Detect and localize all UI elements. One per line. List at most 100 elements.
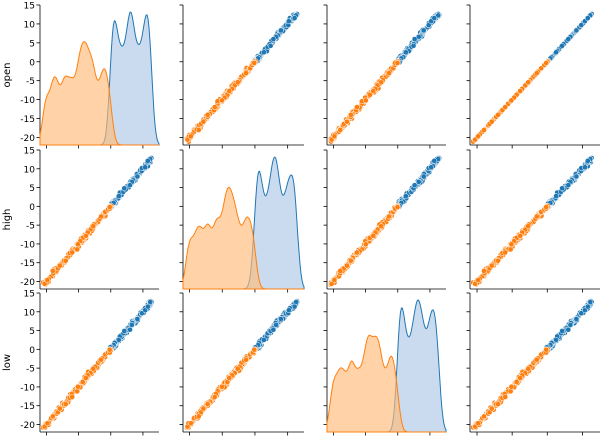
scatter-point (226, 88, 233, 94)
scatter-point (475, 277, 481, 283)
scatter-point (115, 193, 122, 199)
scatter-point (517, 88, 524, 94)
scatter-point (559, 328, 565, 334)
scatter-point (517, 232, 524, 239)
scatter-point (49, 413, 56, 420)
scatter-point (243, 70, 249, 77)
scatter-point (525, 79, 532, 86)
y-tick-label: -10 (20, 240, 35, 250)
scatter-point (415, 179, 422, 185)
scatter-point (211, 104, 218, 110)
scatter-point (134, 173, 141, 180)
scatter-point (495, 111, 501, 118)
scatter-point (481, 127, 487, 133)
scatter-point (44, 420, 51, 427)
scatter-point (267, 42, 274, 49)
scatter-point (147, 299, 154, 305)
scatter-point (362, 97, 369, 104)
scatter-point (121, 185, 128, 192)
scatter-point (278, 27, 284, 34)
scatter-point (578, 22, 585, 28)
scatter-point (211, 394, 218, 400)
scatter-point (559, 185, 565, 192)
scatter-point (495, 401, 501, 408)
kde-series-1 (326, 334, 446, 433)
scatter-point (502, 104, 509, 110)
scatter-point (243, 356, 249, 363)
scatter-point (204, 111, 211, 118)
scatter-point (508, 383, 515, 390)
scatter-point (565, 36, 572, 42)
y-tick-label: -10 (20, 383, 35, 393)
y-tick-label: 5 (29, 39, 35, 49)
scatter-point (62, 257, 69, 264)
panel-r1-c2 (323, 149, 446, 293)
scatter-point (234, 79, 241, 86)
scatter-point (533, 356, 540, 363)
scatter-point (90, 365, 97, 372)
scatter-point (286, 307, 292, 314)
scatter-point (386, 70, 392, 77)
kde-series-1 (39, 41, 159, 146)
y-tick-label: -10 (20, 96, 35, 106)
scatter-point (195, 413, 202, 420)
scatter-point (475, 420, 481, 427)
scatter-point (251, 60, 258, 66)
scatter-point (508, 241, 515, 248)
scatter-point (74, 246, 81, 253)
scatter-point (291, 303, 298, 310)
scatter-point (402, 193, 409, 199)
scatter-point (56, 262, 63, 269)
y-tick-label: -5 (26, 77, 35, 87)
scatter-point (543, 346, 550, 353)
scatter-point (394, 60, 401, 66)
scatter-point (495, 257, 501, 264)
scatter-point (187, 133, 194, 140)
scatter-point (347, 111, 354, 118)
scatter-point (115, 337, 122, 343)
scatter-point (584, 15, 591, 21)
scatter-point (142, 164, 149, 171)
scatter-point (378, 223, 385, 230)
scatter-point (200, 118, 207, 125)
scatter-point (106, 204, 113, 210)
panel-r2-c2 (323, 292, 447, 436)
y-tick-label: -20 (20, 278, 35, 288)
scatter-point (420, 27, 427, 34)
panel-r0-c1 (179, 4, 304, 149)
y-tick-label: 15 (24, 290, 35, 300)
scatter-point (106, 346, 113, 353)
scatter-point (525, 223, 532, 230)
scatter-point (367, 91, 373, 98)
scatter-point (144, 157, 151, 164)
y-tick-label: -15 (20, 402, 35, 412)
scatter-point (331, 277, 338, 283)
scatter-point (291, 15, 298, 21)
scatter-point (337, 127, 344, 133)
scatter-point (431, 157, 438, 164)
scatter-point (362, 241, 369, 248)
scatter-point (582, 164, 588, 171)
scatter-point (278, 316, 284, 322)
scatter-point (187, 420, 194, 427)
y-tick-label: -5 (26, 365, 35, 375)
scatter-point (354, 249, 360, 256)
scatter-point (573, 316, 580, 322)
scatter-point (533, 70, 540, 77)
panel-r0-c0: -20 -15 -10 -5 0 5 10 15 (20, 2, 160, 149)
scatter-point (370, 232, 377, 239)
scatter-point (488, 405, 495, 412)
scatter-point (553, 337, 559, 343)
scatter-point (261, 337, 267, 343)
scatter-point (344, 118, 350, 125)
scatter-point (200, 405, 207, 412)
scatter-point (121, 328, 128, 334)
scatter-point (502, 394, 509, 400)
scatter-point (261, 49, 267, 56)
scatter-point (79, 379, 86, 385)
y-tick-label: -20 (20, 134, 35, 144)
scatter-point (584, 303, 591, 310)
scatter-point (565, 326, 572, 333)
scatter-point (573, 173, 580, 180)
scatter-point (219, 383, 225, 390)
